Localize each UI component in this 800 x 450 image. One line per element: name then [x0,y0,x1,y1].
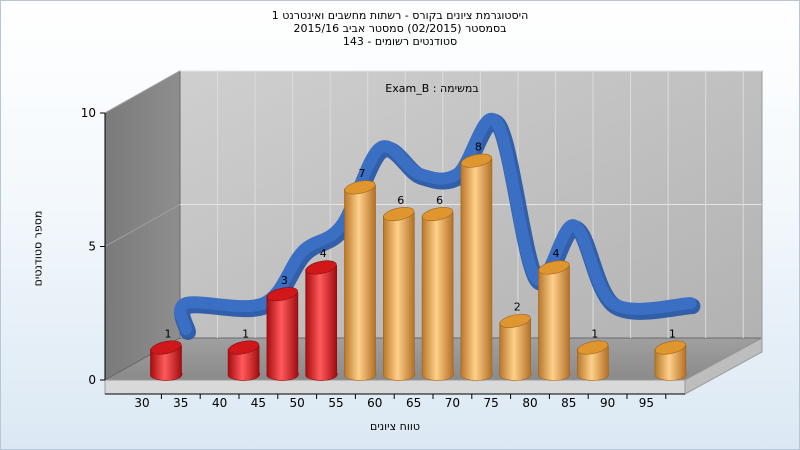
y-axis-title: מספר סטודנטים [31,210,45,287]
chart-title-line-2: בסמסטר (02/2015) סמסטר אביב 2015/16 [293,22,507,35]
bar-top-50 [305,260,337,275]
y-tick-label-5: 5 [88,240,96,254]
series-label: Exam_B : במשימה [385,82,478,95]
floor-right-edge [684,337,763,395]
bar-95: 1 [654,327,687,381]
bar-body-75 [499,318,532,381]
bar-top-80 [538,260,570,275]
x-tick-label-40: 40 [212,396,227,410]
x-tick-label-95: 95 [639,396,654,410]
bar-top-45 [266,287,298,302]
bar-45: 3 [266,274,299,381]
bar-top-40 [228,340,260,355]
bar-value-label-40: 1 [242,327,249,340]
bar-75: 2 [499,301,532,381]
bar-60: 6 [383,194,416,381]
bar-value-label-80: 4 [553,247,560,260]
x-axis-title: טווח ציונים [370,420,420,433]
bar-top-75 [499,313,531,328]
bar-top-70 [460,153,492,168]
bar-value-label-85: 1 [591,327,598,340]
x-tick-label-50: 50 [290,396,305,410]
bar-top-95 [654,340,686,355]
bar-body-50 [305,265,338,381]
x-tick-label-75: 75 [484,396,499,410]
chart-title-line-1: היסטוגרמת ציונים בקורס - רשתות מחשבים וא… [271,9,529,22]
y-tick-label-0: 0 [88,373,96,387]
bar-55: 7 [344,167,377,381]
bar-70: 8 [460,140,493,381]
bar-value-label-50: 4 [320,247,327,260]
x-tick-label-80: 80 [522,396,537,410]
x-tick-label-55: 55 [328,396,343,410]
bar-body-80 [538,265,571,381]
bar-value-label-30: 1 [165,327,172,340]
bar-top-85 [577,340,609,355]
gridline-side-10 [104,70,181,114]
bar-value-label-70: 8 [475,140,482,153]
bar-85: 1 [577,327,610,381]
bar-value-label-75: 2 [514,301,521,314]
bar-30: 1 [150,327,183,381]
floor-front-edge [104,379,686,395]
bar-50: 4 [305,247,338,381]
bar-40: 1 [227,327,260,381]
distribution-ribbon [174,112,697,335]
y-tick-label-10: 10 [81,106,96,120]
bar-body-65 [421,211,454,381]
bar-body-70 [460,158,493,381]
x-tick-label-30: 30 [134,396,149,410]
bar-top-65 [422,207,454,222]
bar-top-60 [383,207,415,222]
x-tick-label-90: 90 [600,396,615,410]
x-tick-label-60: 60 [367,396,382,410]
x-tick-label-35: 35 [173,396,188,410]
bar-body-45 [266,292,299,381]
bar-body-55 [344,185,377,381]
bar-value-label-65: 6 [436,194,443,207]
bar-80: 4 [538,247,571,381]
bar-value-label-45: 3 [281,274,288,287]
chart-title-line-3: סטודנטים רשומים - 143 [342,35,458,48]
x-tick-label-45: 45 [251,396,266,410]
bar-top-30 [150,340,182,355]
x-tick-label-85: 85 [561,396,576,410]
gridline-side-5 [104,204,181,247]
bar-value-label-60: 6 [397,194,404,207]
bar-value-label-95: 1 [669,327,676,340]
bar-65: 6 [421,194,454,381]
bar-value-label-55: 7 [359,167,366,180]
x-tick-label-65: 65 [406,396,421,410]
bar-body-60 [383,211,416,381]
x-tick-label-70: 70 [445,396,460,410]
bar-top-55 [344,180,376,195]
